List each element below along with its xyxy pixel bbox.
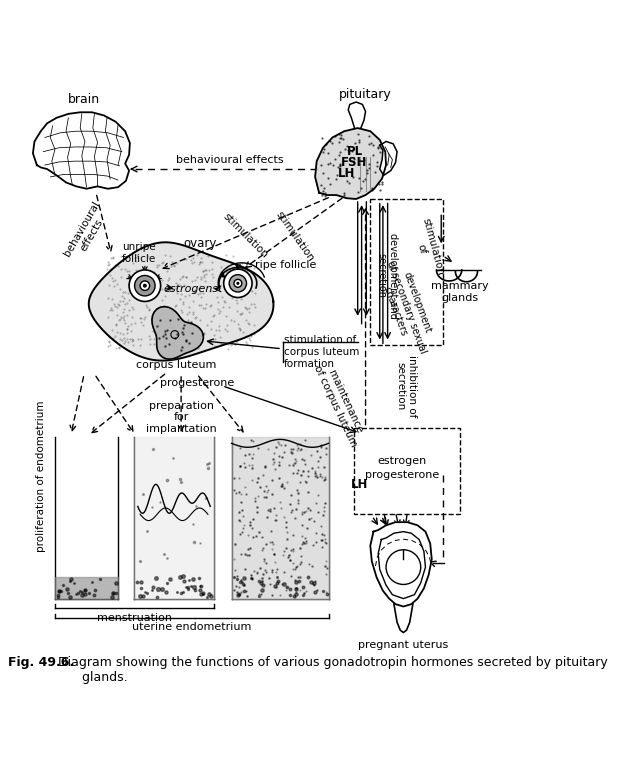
Text: maintenance
of corpus luteum: maintenance of corpus luteum	[312, 359, 369, 449]
Text: unripe
follicle: unripe follicle	[122, 242, 156, 263]
Circle shape	[234, 279, 242, 287]
Text: preparation
for
implantation: preparation for implantation	[146, 401, 216, 434]
Text: stimulation of
corpus luteum
formation: stimulation of corpus luteum formation	[284, 335, 359, 369]
Polygon shape	[379, 141, 397, 175]
Circle shape	[143, 284, 147, 288]
Polygon shape	[315, 128, 386, 199]
Text: mammary
glands: mammary glands	[431, 281, 489, 303]
Text: pregnant uterus: pregnant uterus	[358, 641, 449, 650]
Circle shape	[129, 270, 161, 301]
Polygon shape	[370, 522, 432, 606]
Text: PL: PL	[347, 145, 363, 158]
Text: FSH: FSH	[341, 156, 368, 169]
Text: ovary: ovary	[184, 238, 217, 250]
Text: estrogens: estrogens	[163, 284, 218, 294]
Text: LH: LH	[352, 478, 369, 491]
Text: behavioural effects: behavioural effects	[176, 155, 284, 165]
Circle shape	[140, 281, 150, 291]
Text: stimulation: stimulation	[274, 209, 316, 263]
Polygon shape	[152, 307, 203, 359]
Text: pituitary: pituitary	[339, 87, 392, 101]
Text: stimulation: stimulation	[221, 212, 270, 260]
Polygon shape	[134, 437, 214, 599]
Text: brain: brain	[68, 93, 100, 106]
Polygon shape	[232, 437, 329, 599]
Polygon shape	[55, 577, 118, 599]
Text: behavioural
effects: behavioural effects	[62, 200, 111, 264]
Text: progesterone: progesterone	[159, 379, 234, 389]
Text: estrogen: estrogen	[377, 455, 426, 466]
Text: development and
secretion: development and secretion	[377, 232, 399, 318]
Text: proliferation of endometrium: proliferation of endometrium	[36, 401, 46, 553]
Text: development
of secondary sexual
characters: development of secondary sexual characte…	[375, 255, 439, 358]
Text: LH: LH	[338, 167, 355, 181]
Text: progesterone: progesterone	[365, 470, 439, 480]
Text: inhibition of
secretion: inhibition of secretion	[395, 355, 417, 417]
Circle shape	[229, 275, 247, 292]
Text: Diagram showing the functions of various gonadotropin hormones secreted by pitui: Diagram showing the functions of various…	[50, 657, 608, 684]
Text: stimulation
of: stimulation of	[409, 216, 445, 279]
Text: menstruation: menstruation	[97, 613, 172, 623]
Text: Fig. 49.6.: Fig. 49.6.	[7, 657, 74, 669]
Circle shape	[236, 282, 239, 285]
Circle shape	[135, 276, 155, 296]
Circle shape	[224, 269, 252, 298]
Polygon shape	[348, 102, 366, 128]
Polygon shape	[33, 112, 130, 189]
Text: ripe follicle: ripe follicle	[255, 260, 316, 270]
Text: corpus luteum: corpus luteum	[136, 360, 216, 370]
Polygon shape	[89, 242, 274, 361]
Bar	[353, 427, 460, 515]
Text: uterine endometrium: uterine endometrium	[132, 622, 252, 632]
Bar	[370, 199, 443, 345]
